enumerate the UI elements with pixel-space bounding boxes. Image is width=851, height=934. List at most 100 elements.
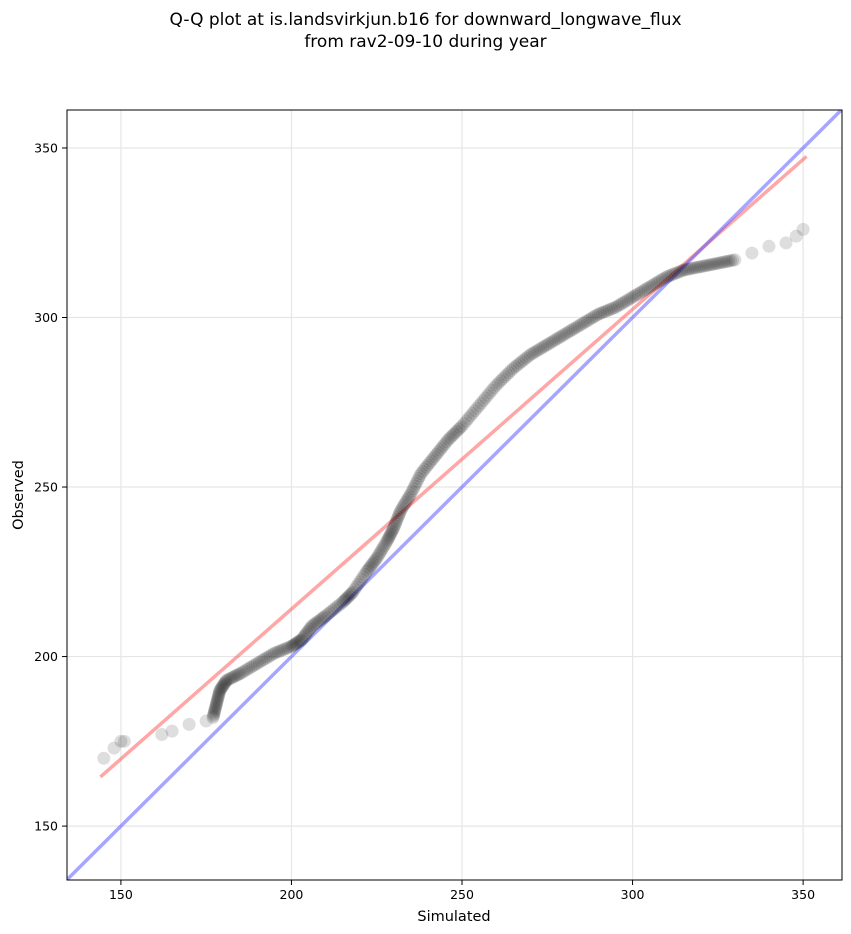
- x-tick-label: 350: [791, 887, 815, 902]
- data-point: [261, 650, 275, 664]
- data-point: [304, 621, 318, 635]
- data-point: [530, 344, 544, 358]
- data-point: [307, 618, 321, 632]
- data-point: [587, 310, 601, 324]
- data-point: [459, 414, 473, 428]
- data-point: [724, 254, 738, 268]
- data-point: [399, 495, 413, 509]
- data-point: [403, 489, 417, 503]
- data-point: [762, 239, 776, 253]
- data-point: [412, 472, 426, 486]
- x-axis-label: Simulated: [417, 909, 490, 925]
- data-point: [206, 711, 220, 725]
- data-point: [392, 508, 406, 522]
- data-point: [510, 358, 524, 372]
- data-point: [519, 351, 533, 365]
- data-point: [321, 607, 335, 621]
- data-point: [504, 363, 518, 377]
- data-point: [474, 396, 488, 410]
- data-point: [508, 360, 522, 374]
- data-point: [515, 355, 529, 369]
- data-point: [591, 307, 605, 321]
- data-point: [345, 586, 359, 600]
- data-point: [429, 447, 443, 461]
- data-point: [301, 624, 315, 638]
- data-point: [300, 626, 314, 640]
- data-point: [555, 329, 569, 343]
- data-point: [401, 491, 415, 505]
- data-point: [259, 651, 273, 665]
- data-point: [549, 333, 563, 347]
- data-point: [649, 276, 663, 290]
- data-point: [305, 619, 319, 633]
- data-point: [717, 255, 731, 269]
- data-point: [292, 634, 306, 648]
- data-point: [267, 646, 281, 660]
- data-point: [694, 260, 708, 274]
- data-point: [213, 683, 227, 697]
- data-point: [687, 261, 701, 275]
- data-point: [643, 280, 657, 294]
- data-point: [789, 229, 803, 243]
- data-point: [513, 356, 527, 370]
- data-point: [500, 368, 514, 382]
- data-point: [636, 284, 650, 298]
- data-point: [700, 258, 714, 272]
- data-point: [114, 734, 128, 748]
- data-point: [645, 279, 659, 293]
- data-point: [408, 479, 422, 493]
- data-point: [446, 427, 460, 441]
- data-point: [672, 265, 686, 279]
- data-point: [707, 257, 721, 271]
- data-point: [452, 422, 466, 436]
- data-point: [226, 670, 240, 684]
- data-point: [252, 655, 266, 669]
- data-point: [438, 437, 452, 451]
- y-tick-label: 150: [34, 819, 58, 834]
- data-point: [225, 671, 239, 685]
- data-point: [370, 551, 384, 565]
- data-point: [391, 510, 405, 524]
- x-tick-label: 200: [280, 887, 304, 902]
- data-point: [395, 502, 409, 516]
- data-point: [478, 391, 492, 405]
- data-point: [581, 313, 595, 327]
- data-point: [596, 305, 610, 319]
- data-point: [372, 547, 386, 561]
- data-point: [606, 301, 620, 315]
- data-point: [493, 374, 507, 388]
- data-point: [381, 533, 395, 547]
- data-point: [379, 536, 393, 550]
- data-point: [745, 246, 759, 260]
- data-point: [333, 597, 347, 611]
- data-point: [655, 272, 669, 286]
- data-point: [566, 322, 580, 336]
- data-point: [660, 270, 674, 284]
- data-point: [107, 741, 121, 755]
- data-point: [538, 339, 552, 353]
- data-point: [387, 521, 401, 535]
- data-point: [468, 404, 482, 418]
- data-point: [287, 638, 301, 652]
- data-point: [388, 519, 402, 533]
- data-point: [272, 644, 286, 658]
- data-point: [675, 264, 689, 278]
- data-point: [215, 681, 229, 695]
- data-point: [388, 516, 402, 530]
- data-point: [613, 298, 627, 312]
- data-point: [428, 450, 442, 464]
- data-point: [594, 306, 608, 320]
- data-point: [598, 305, 612, 319]
- data-point: [668, 266, 682, 280]
- data-point: [436, 439, 450, 453]
- data-point: [545, 335, 559, 349]
- data-point: [290, 636, 304, 650]
- data-point: [377, 539, 391, 553]
- data-point: [779, 236, 793, 250]
- data-point: [796, 222, 810, 236]
- data-point: [713, 256, 727, 270]
- data-point: [542, 336, 556, 350]
- data-point: [270, 645, 284, 659]
- data-point: [670, 266, 684, 280]
- data-point: [353, 575, 367, 589]
